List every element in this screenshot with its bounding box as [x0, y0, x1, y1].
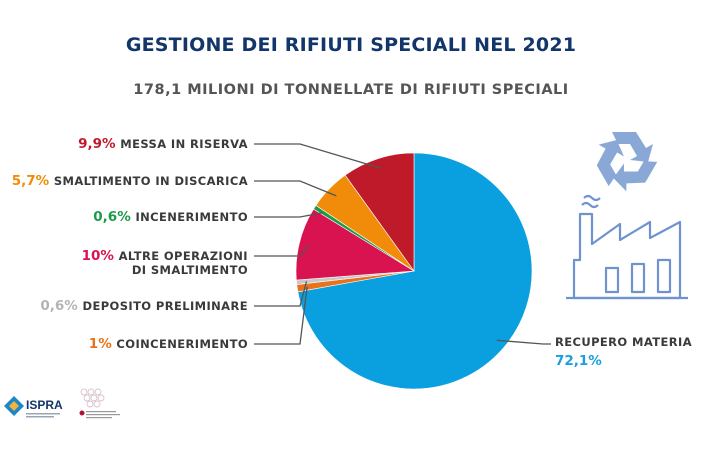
leader-lines [254, 143, 551, 345]
slice-label-deposito-preliminare: 0,6% DEPOSITO PRELIMINARE [40, 298, 248, 314]
leader-line-incenerimento [254, 212, 324, 218]
slice-labels: RECUPERO MATERIA 72,1% 1% COINCENERIMENTO 0… [12, 136, 692, 369]
chart-subtitle: 178,1 MILIONI DI TONNELLATE DI RIFIUTI S… [133, 82, 569, 98]
recycle-icon [596, 132, 658, 192]
slice-label-altre-operazioni-di-smaltimento: 10% ALTRE OPERAZIONI [82, 248, 248, 264]
factory-icon [566, 194, 688, 300]
slice-label-coincenerimento: 1% COINCENERIMENTO [89, 336, 248, 352]
leader-line-deposito-preliminare [254, 281, 308, 307]
slice-value-incenerimento: 0,6% [93, 209, 135, 225]
pie-slices [295, 152, 533, 390]
leader-line-smaltimento-in-discarica [254, 180, 337, 197]
leader-line-coincenerimento [254, 286, 308, 345]
slice-value-recupero-materia: 72,1% [555, 353, 602, 369]
pie-slice-messa-in-riserva [344, 152, 415, 272]
pie-slice-altre-operazioni-di-smaltimento [295, 208, 415, 281]
leader-line-altre-operazioni-di-smaltimento [254, 245, 310, 257]
slice-label-incenerimento: 0,6% INCENERIMENTO [93, 209, 248, 225]
slice-label-recupero-materia: RECUPERO MATERIA [555, 335, 692, 349]
slice-label-line2-altre-operazioni-di-smaltimento: DI SMALTIMENTO [132, 263, 248, 277]
leader-line-messa-in-riserva [254, 143, 382, 169]
leader-line-recupero-materia [496, 339, 551, 345]
chart-title: GESTIONE DEI RIFIUTI SPECIALI NEL 2021 [125, 34, 577, 56]
slice-label-messa-in-riserva: 9,9% MESSA IN RISERVA [78, 136, 248, 152]
slice-value-deposito-preliminare: 0,6% [40, 298, 82, 314]
slice-value-coincenerimento: 1% [89, 336, 117, 352]
svg-text:ISPRA: ISPRA [26, 398, 63, 412]
pie-slice-recupero-materia [297, 152, 533, 390]
ispra-logo: ISPRA [4, 392, 68, 428]
slice-value-messa-in-riserva: 9,9% [78, 136, 120, 152]
slice-value-altre-operazioni-di-smaltimento: 10% [82, 248, 119, 264]
slice-value-smaltimento-in-discarica: 5,7% [12, 173, 54, 189]
slice-label-smaltimento-in-discarica: 5,7% SMALTIMENTO IN DISCARICA [12, 173, 248, 189]
snpa-logo [74, 386, 126, 428]
